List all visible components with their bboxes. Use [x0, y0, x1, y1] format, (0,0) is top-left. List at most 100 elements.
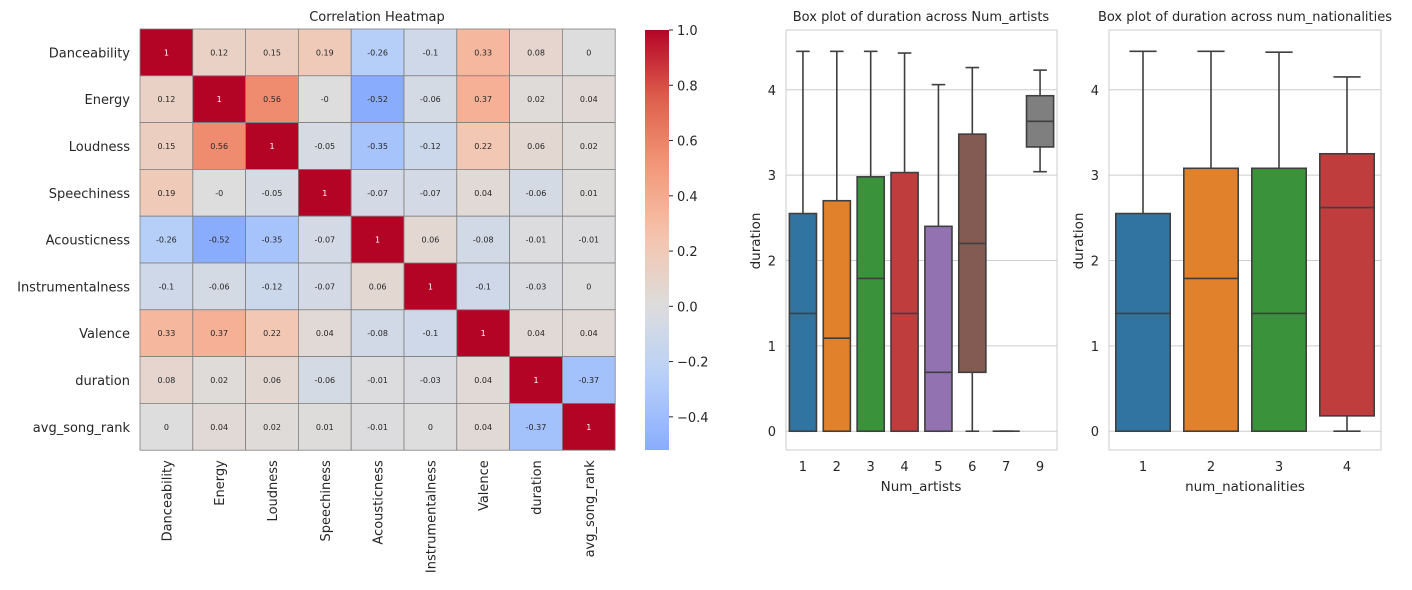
heatmap-cell: [562, 356, 616, 404]
heatmap-cell-label: -0.05: [314, 142, 335, 151]
heatmap-cell: [297, 262, 352, 311]
heatmap-col-label: Energy: [213, 460, 228, 506]
heatmap-cell-label: 0.06: [369, 282, 387, 291]
heatmap-cell: [139, 262, 194, 311]
heatmap-cell: [403, 402, 458, 451]
heatmap-cell-label: -0.06: [209, 282, 230, 291]
heatmap-cell-label: 0.04: [527, 329, 545, 338]
box-body: [1319, 152, 1376, 417]
heatmap-cell: [139, 215, 194, 264]
heatmap-col-label: duration: [530, 460, 545, 515]
heatmap-cell: [245, 28, 299, 77]
x-tick-label: 1: [799, 460, 807, 475]
heatmap-cell: [562, 75, 616, 124]
colorbar-ticks: 1.0 0.8 0.6 0.4 0.2 0.0 −0.2 −0.4: [669, 24, 709, 426]
heatmap-cell-label: -0.07: [420, 189, 441, 198]
heatmap-cell: [456, 215, 510, 264]
boxplot-num-artists-panel: Box plot of duration across Num_artists …: [748, 10, 1058, 495]
boxplot-num-artists-title: Box plot of duration across Num_artists: [793, 10, 1050, 25]
heatmap-cell-label: 0.56: [210, 142, 228, 151]
heatmap-cell-label: 0: [164, 423, 169, 432]
heatmap-cell-label: 0.33: [474, 48, 492, 57]
heatmap-cell: [350, 402, 405, 451]
x-tick-label: 3: [1275, 460, 1283, 475]
heatmap-cell: [403, 28, 458, 77]
box-body: [890, 171, 919, 433]
colorbar-tick-label: 0.0: [677, 300, 698, 315]
heatmap-cell-label: 0.04: [316, 329, 334, 338]
heatmap-row-label: Acousticness: [46, 234, 131, 249]
heatmap-cell-label: 1: [269, 142, 274, 151]
heatmap-cell-label: 0.04: [474, 189, 492, 198]
heatmap-cell: [139, 122, 194, 170]
x-tick-label: 5: [934, 460, 942, 475]
colorbar-tick-label: 0.2: [677, 245, 698, 260]
heatmap-cell-label: 0.02: [263, 423, 281, 432]
heatmap-row-label: Instrumentalness: [17, 280, 130, 295]
heatmap-cell-label: 0.12: [157, 95, 175, 104]
heatmap-cell-label: 0.06: [263, 376, 281, 385]
heatmap-cell-label: 1: [481, 329, 486, 338]
boxplot-num-artists-plot: 0 1 2 3 4 1 2 3 4 5 6 7 9: [768, 29, 1058, 475]
boxplot-num-nationalities-plot: 0 1 2 3 4 1 2 3 4: [1091, 29, 1382, 475]
heatmap-cell-label: 0.15: [157, 142, 175, 151]
y-tick-label: 4: [768, 84, 776, 99]
heatmap-cell-label: -0.26: [367, 48, 388, 57]
heatmap-cells: 1 0.12 0.15 0.19 -0.26 -0.1 0.33 0.08 0 0.12 1 0.56…: [139, 28, 616, 451]
heatmap-cell-label: -0.12: [262, 282, 283, 291]
heatmap-cell: [456, 402, 510, 451]
heatmap-cell-label: -0.07: [314, 236, 335, 245]
heatmap-cell: [403, 356, 458, 404]
heatmap-panel: Correlation Heatmap 1 0.12 0.15 0.19 -0.26 -0…: [17, 10, 708, 573]
heatmap-cell: [562, 122, 616, 170]
heatmap-cell-label: 0.06: [527, 142, 545, 151]
heatmap-cell-label: -0.06: [526, 189, 547, 198]
heatmap-cell-label: 0: [586, 282, 591, 291]
heatmap-cell: [350, 356, 405, 404]
boxplot-num-nationalities-ylabel: duration: [1071, 213, 1087, 270]
heatmap-cell: [192, 122, 247, 170]
heatmap-cell-label: 0.02: [527, 95, 545, 104]
y-tick-label: 0: [1091, 425, 1099, 440]
heatmap-cell-label: -0: [215, 189, 223, 198]
y-tick-label: 3: [1091, 169, 1099, 184]
heatmap-cell: [139, 75, 194, 124]
heatmap-cell: [297, 215, 352, 264]
heatmap-cell-label: -0.35: [367, 142, 388, 151]
heatmap-cell-label: 0.22: [263, 329, 281, 338]
colorbar-gradient: [645, 30, 669, 450]
heatmap-col-label: Loudness: [266, 460, 281, 521]
heatmap-cell: [456, 356, 510, 404]
heatmap-cell-label: 0.01: [316, 423, 334, 432]
heatmap-cell: [350, 75, 405, 124]
heatmap-cell-label: 0.02: [580, 142, 598, 151]
heatmap-cell-label: 0.56: [263, 95, 281, 104]
heatmap-col-label: avg_song_rank: [583, 460, 598, 558]
box-body: [1183, 167, 1240, 433]
heatmap-cell-label: -0.1: [423, 329, 439, 338]
heatmap-cell-label: -0.01: [367, 376, 388, 385]
colorbar-tick-label: −0.2: [677, 356, 709, 371]
heatmap-cell: [562, 402, 616, 451]
heatmap-cell-label: -0.01: [578, 236, 599, 245]
heatmap-col-label: Danceability: [160, 460, 175, 542]
heatmap-cell-label: -0: [321, 95, 329, 104]
heatmap-col-labels: Danceability Energy Loudness Speechiness Aco…: [160, 460, 597, 573]
heatmap-cell: [509, 262, 563, 311]
heatmap-cell: [350, 262, 405, 311]
heatmap-cell-label: -0.06: [420, 95, 441, 104]
heatmap-title: Correlation Heatmap: [309, 10, 445, 25]
colorbar-tick-label: 0.4: [677, 190, 698, 205]
x-tick-label: 2: [1207, 460, 1215, 475]
heatmap-cell: [245, 215, 299, 264]
heatmap-col-label: Instrumentalness: [424, 460, 439, 573]
heatmap-cell: [562, 215, 616, 264]
heatmap-cell: [245, 356, 299, 404]
box-body: [822, 199, 852, 433]
boxplot-num-nationalities-title: Box plot of duration across num_national…: [1098, 10, 1392, 25]
heatmap-cell: [562, 168, 616, 217]
heatmap-cell: [139, 402, 194, 451]
heatmap-cell: [139, 168, 194, 217]
heatmap-cell-label: -0.1: [423, 48, 439, 57]
box-body: [856, 176, 886, 433]
